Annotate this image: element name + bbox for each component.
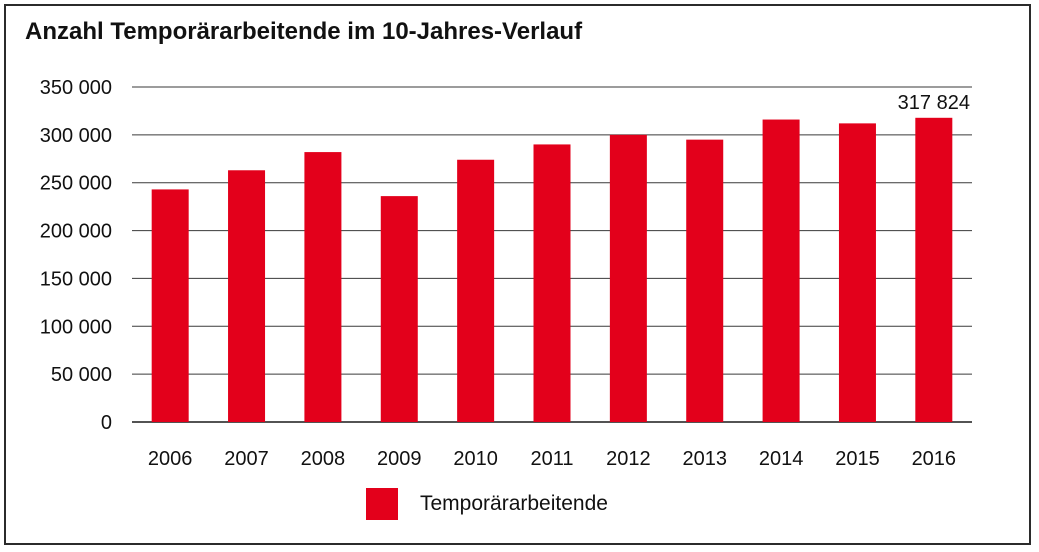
bar <box>762 119 800 423</box>
data-label: 317 824 <box>898 92 970 114</box>
y-tick-label: 50 000 <box>51 364 112 386</box>
y-tick-label: 200 000 <box>40 221 112 243</box>
x-tick-label: 2010 <box>453 448 498 470</box>
chart-title: Anzahl Temporärarbeitende im 10-Jahres-V… <box>25 18 583 45</box>
bar <box>457 159 495 422</box>
y-tick-label: 350 000 <box>40 77 112 99</box>
x-tick-label: 2009 <box>377 448 422 470</box>
legend-label: Temporärarbeitende <box>420 492 608 515</box>
y-tick-label: 100 000 <box>40 316 112 338</box>
y-tick-label: 0 <box>101 412 112 434</box>
x-tick-label: 2016 <box>912 448 957 470</box>
x-tick-label: 2007 <box>224 448 269 470</box>
bar <box>609 134 647 422</box>
x-tick-label: 2012 <box>606 448 651 470</box>
bar <box>151 189 189 422</box>
bar <box>838 123 876 422</box>
bar <box>533 144 571 422</box>
bar <box>380 196 418 422</box>
bar <box>304 152 342 423</box>
x-tick-label: 2014 <box>759 448 804 470</box>
x-tick-label: 2013 <box>682 448 727 470</box>
x-tick-label: 2006 <box>148 448 193 470</box>
bar <box>915 117 953 422</box>
legend-swatch <box>366 488 398 520</box>
y-tick-label: 250 000 <box>40 173 112 195</box>
bar <box>686 139 724 422</box>
x-tick-label: 2015 <box>835 448 880 470</box>
bar <box>228 170 266 422</box>
x-tick-label: 2008 <box>301 448 346 470</box>
legend: Temporärarbeitende <box>366 488 608 520</box>
x-tick-label: 2011 <box>530 448 573 470</box>
y-tick-label: 300 000 <box>40 125 112 147</box>
y-tick-label: 150 000 <box>40 268 112 290</box>
